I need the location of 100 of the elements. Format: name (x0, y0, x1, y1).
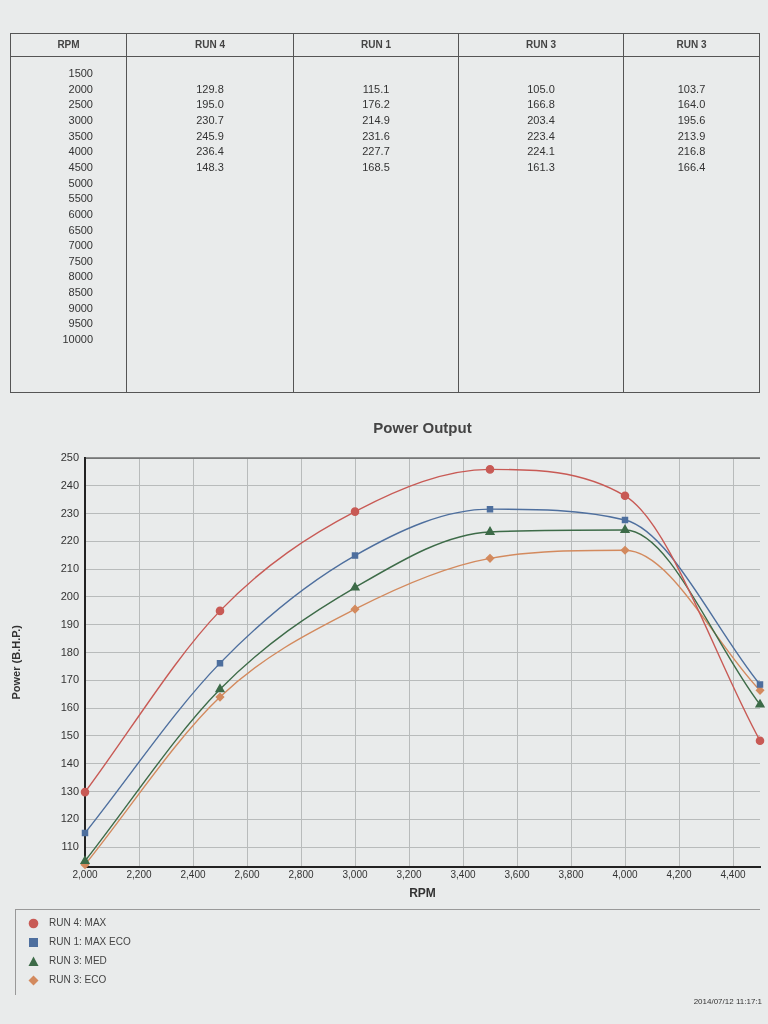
data-label: 231.6 (362, 129, 390, 143)
text: 2014/07/12 11:17:1 (693, 997, 762, 1006)
x-tick-label: 2,400 (180, 869, 206, 881)
point (485, 526, 495, 535)
y-tick-label: 9000 (68, 301, 93, 315)
x-tick-label: RUN 3 (624, 34, 759, 57)
y-tick-label: 220 (60, 534, 79, 547)
point (621, 516, 629, 524)
data-label: 195.0 (196, 98, 224, 112)
y-tick-label: 8500 (68, 286, 93, 300)
y-tick-label: 5000 (68, 176, 93, 190)
data-label: 195.6 (677, 113, 706, 127)
y-tick-label: 6000 (68, 207, 93, 221)
legend-label: RUN 3: MED (49, 955, 107, 967)
x-tick-label: 2,800 (288, 869, 314, 881)
data-label: 224.1 (527, 145, 555, 159)
data-label: 148.3 (196, 160, 224, 174)
point (215, 684, 225, 693)
y-tick-label: 190 (60, 617, 79, 630)
legend-label: RUN 4: MAX (49, 917, 107, 929)
x-tick-label: 2,200 (126, 869, 152, 881)
x-tick-label: 3,800 (558, 869, 584, 881)
y-tick-label: 2500 (68, 98, 93, 112)
data-label: 214.9 (362, 113, 390, 127)
point (80, 787, 90, 797)
data-label: 105.0 (527, 82, 555, 96)
data-label: 213.9 (677, 129, 706, 143)
y-axis-title: Power (B.H.P.) (9, 624, 22, 700)
point (350, 507, 360, 516)
y-axis-title: RPM (11, 34, 126, 57)
data-label: 161.3 (527, 160, 555, 174)
y-tick-label: 6500 (68, 223, 93, 237)
data-label: 245.9 (196, 129, 224, 143)
x-tick-label: 2,600 (234, 869, 260, 881)
legend-label: RUN 1: MAX ECO (49, 936, 131, 948)
y-tick-label: 110 (61, 840, 79, 853)
y-tick-label: 4500 (68, 160, 93, 174)
data-label: 230.7 (196, 113, 224, 127)
data-label: 216.8 (677, 145, 706, 159)
y-tick-label: 3500 (68, 129, 93, 143)
point (215, 692, 225, 702)
point (80, 855, 90, 864)
y-tick-label: 180 (60, 645, 79, 658)
y-tick-label: 150 (60, 728, 79, 741)
point (620, 491, 630, 501)
point (620, 545, 630, 555)
y-tick-label: 230 (60, 506, 79, 519)
y-tick-label: 130 (60, 784, 79, 797)
point (755, 736, 765, 745)
point (215, 606, 225, 616)
x-tick-label: 4,200 (666, 869, 692, 881)
y-tick-label: 240 (60, 478, 79, 491)
point (486, 505, 494, 513)
data-label: 166.4 (677, 160, 706, 174)
y-tick-label: 3000 (68, 113, 93, 127)
y-tick-label: 210 (60, 562, 79, 575)
y-tick-label: 5500 (68, 192, 93, 206)
point (350, 604, 360, 614)
y-tick-label: 170 (60, 673, 79, 686)
data-label: 227.7 (362, 145, 390, 159)
data-label: 129.8 (196, 82, 224, 96)
point (620, 524, 630, 533)
point (350, 582, 360, 591)
x-tick-label: 4,400 (720, 869, 746, 881)
x-tick-label: RUN 3 (459, 34, 623, 57)
y-tick-label: 2000 (68, 82, 93, 96)
y-tick-label: 7000 (68, 239, 93, 253)
point (485, 465, 495, 474)
x-tick-label: 3,400 (450, 869, 476, 881)
y-tick-label: 7500 (68, 254, 93, 268)
x-tick-label: 3,600 (504, 869, 530, 881)
y-tick-label: 120 (60, 812, 79, 825)
x-tick-label: 2,000 (72, 869, 98, 881)
y-tick-label: 140 (60, 756, 79, 769)
point (485, 554, 495, 563)
x-axis-title: RPM (409, 886, 436, 901)
y-tick-label: 8000 (68, 270, 93, 284)
x-tick-label: RUN 1 (294, 34, 458, 57)
point (351, 552, 359, 559)
x-tick-label: 3,000 (342, 869, 368, 881)
point (216, 659, 224, 667)
chart-title: Power Output (373, 419, 472, 437)
data-label: 166.8 (527, 98, 555, 112)
y-tick-label: 200 (60, 590, 79, 603)
y-tick-label: 1500 (68, 67, 93, 80)
point (756, 681, 764, 688)
x-tick-label: 3,200 (396, 869, 422, 881)
legend-label: RUN 3: ECO (49, 974, 107, 986)
y-tick-label: 9500 (68, 317, 93, 331)
y-tick-label: 4000 (68, 145, 93, 159)
data-label: 176.2 (362, 98, 390, 112)
data-label: 223.4 (527, 129, 555, 143)
data-label: 236.4 (196, 145, 224, 159)
data-label: 168.5 (362, 160, 390, 174)
data-label: 103.7 (677, 82, 706, 96)
y-tick-label: 160 (60, 701, 79, 714)
y-tick-label: 10000 (62, 333, 93, 347)
point (755, 699, 765, 708)
point (81, 829, 89, 837)
x-tick-label: RUN 4 (127, 34, 293, 57)
